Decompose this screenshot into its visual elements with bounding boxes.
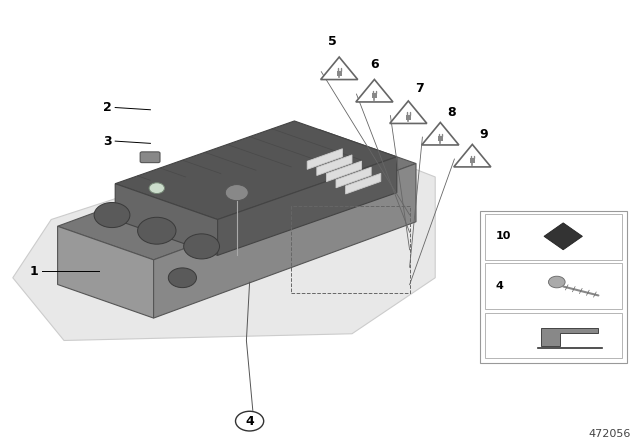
- FancyBboxPatch shape: [485, 214, 622, 260]
- Polygon shape: [154, 164, 416, 318]
- Circle shape: [168, 268, 196, 288]
- Text: 7: 7: [415, 82, 424, 95]
- Text: 10: 10: [496, 231, 511, 241]
- Circle shape: [184, 234, 220, 259]
- Circle shape: [149, 183, 164, 194]
- Polygon shape: [326, 161, 362, 181]
- Circle shape: [225, 185, 248, 201]
- Circle shape: [138, 217, 176, 244]
- Text: 2: 2: [103, 101, 112, 114]
- Bar: [372, 94, 377, 98]
- Polygon shape: [544, 223, 582, 250]
- Text: 1: 1: [29, 264, 38, 278]
- Bar: [438, 137, 443, 141]
- Text: 4: 4: [245, 414, 254, 428]
- Polygon shape: [321, 57, 358, 80]
- Polygon shape: [390, 101, 427, 124]
- Circle shape: [548, 276, 565, 288]
- Polygon shape: [356, 79, 393, 102]
- Bar: [470, 159, 475, 163]
- FancyBboxPatch shape: [485, 313, 622, 358]
- FancyBboxPatch shape: [140, 152, 160, 163]
- Polygon shape: [346, 173, 381, 194]
- Circle shape: [94, 202, 130, 228]
- Polygon shape: [541, 328, 598, 346]
- Polygon shape: [13, 132, 435, 340]
- Text: 9: 9: [479, 128, 488, 141]
- Polygon shape: [454, 144, 491, 167]
- Text: 5: 5: [328, 34, 337, 48]
- Polygon shape: [58, 226, 154, 318]
- Bar: [337, 71, 342, 76]
- Text: 472056: 472056: [588, 429, 630, 439]
- Polygon shape: [115, 121, 397, 220]
- FancyBboxPatch shape: [480, 211, 627, 363]
- Polygon shape: [336, 167, 371, 188]
- Text: 4: 4: [496, 280, 504, 291]
- Text: 3: 3: [104, 134, 112, 148]
- Polygon shape: [422, 122, 459, 145]
- Bar: [406, 115, 411, 120]
- Polygon shape: [115, 184, 218, 255]
- Text: 8: 8: [447, 106, 456, 119]
- Text: 6: 6: [370, 58, 379, 72]
- Polygon shape: [58, 130, 416, 260]
- Polygon shape: [317, 155, 352, 176]
- Polygon shape: [218, 157, 397, 255]
- Polygon shape: [307, 149, 342, 169]
- FancyBboxPatch shape: [485, 263, 622, 309]
- Circle shape: [236, 411, 264, 431]
